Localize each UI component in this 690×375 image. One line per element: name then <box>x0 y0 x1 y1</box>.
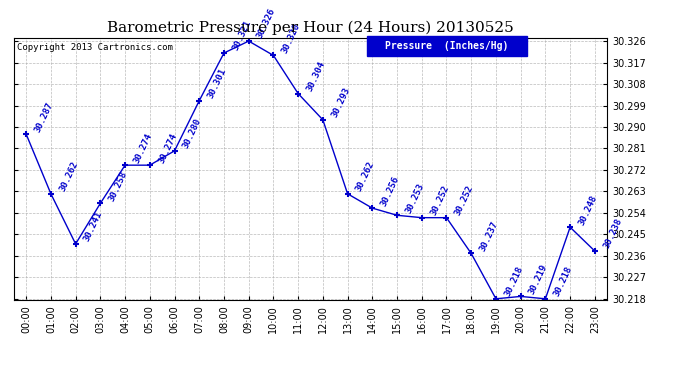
Text: 30.274: 30.274 <box>132 131 154 164</box>
Text: 30.321: 30.321 <box>231 19 253 52</box>
Text: 30.293: 30.293 <box>330 86 352 119</box>
Text: 30.238: 30.238 <box>602 217 624 250</box>
Bar <box>367 36 527 56</box>
Text: Copyright 2013 Cartronics.com: Copyright 2013 Cartronics.com <box>17 43 172 52</box>
Text: 30.252: 30.252 <box>453 184 475 217</box>
Text: 30.304: 30.304 <box>305 60 327 93</box>
Title: Barometric Pressure per Hour (24 Hours) 20130525: Barometric Pressure per Hour (24 Hours) … <box>107 21 514 35</box>
Text: 30.262: 30.262 <box>355 160 376 193</box>
Text: Pressure  (Inches/Hg): Pressure (Inches/Hg) <box>385 41 509 51</box>
Text: 30.256: 30.256 <box>380 174 401 207</box>
Text: 30.237: 30.237 <box>478 220 500 253</box>
Text: 30.253: 30.253 <box>404 182 426 214</box>
Text: 30.301: 30.301 <box>206 67 228 100</box>
Text: 30.262: 30.262 <box>58 160 79 193</box>
Text: 30.274: 30.274 <box>157 131 179 164</box>
Text: 30.219: 30.219 <box>528 262 549 296</box>
Text: 30.241: 30.241 <box>83 210 104 243</box>
Text: 30.218: 30.218 <box>503 265 524 298</box>
Text: 30.280: 30.280 <box>181 117 204 150</box>
Text: 30.252: 30.252 <box>428 184 451 217</box>
Text: 30.287: 30.287 <box>33 100 55 134</box>
Text: 30.326: 30.326 <box>255 7 277 40</box>
Text: 30.218: 30.218 <box>552 265 574 298</box>
Text: 30.320: 30.320 <box>280 22 302 55</box>
Text: 30.248: 30.248 <box>577 194 599 226</box>
Text: 30.258: 30.258 <box>107 170 129 202</box>
